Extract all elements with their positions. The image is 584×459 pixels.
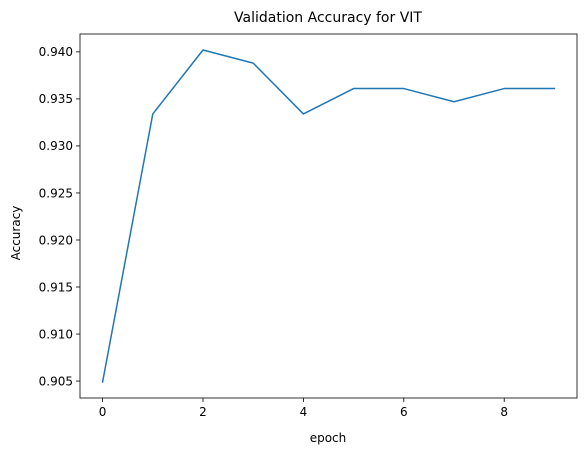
series-line-0 <box>101 49 556 383</box>
x-tick-label: 6 <box>400 405 408 419</box>
y-tick-label: 0.935 <box>39 92 73 106</box>
y-axis: 0.905 0.910 0.915 0.920 0.925 0.930 0.935 0.940 <box>39 45 80 388</box>
plot-area <box>79 33 578 399</box>
y-tick-label: 0.920 <box>39 233 73 247</box>
axes-frame <box>79 33 578 399</box>
x-axis-label: epoch <box>310 431 347 445</box>
x-tick-label: 0 <box>99 405 107 419</box>
y-tick-label: 0.905 <box>39 374 73 388</box>
y-axis-label: Accuracy <box>9 206 23 261</box>
chart-title: Validation Accuracy for VIT <box>234 10 422 26</box>
y-tick-label: 0.940 <box>39 45 73 59</box>
x-axis: 0 2 4 6 8 <box>99 398 508 419</box>
x-tick-label: 4 <box>300 405 308 419</box>
x-tick-label: 2 <box>199 405 207 419</box>
y-tick-label: 0.930 <box>39 139 73 153</box>
y-tick-label: 0.925 <box>39 186 73 200</box>
y-tick-label: 0.915 <box>39 280 73 294</box>
y-tick-label: 0.910 <box>39 327 73 341</box>
x-tick-label: 8 <box>500 405 508 419</box>
